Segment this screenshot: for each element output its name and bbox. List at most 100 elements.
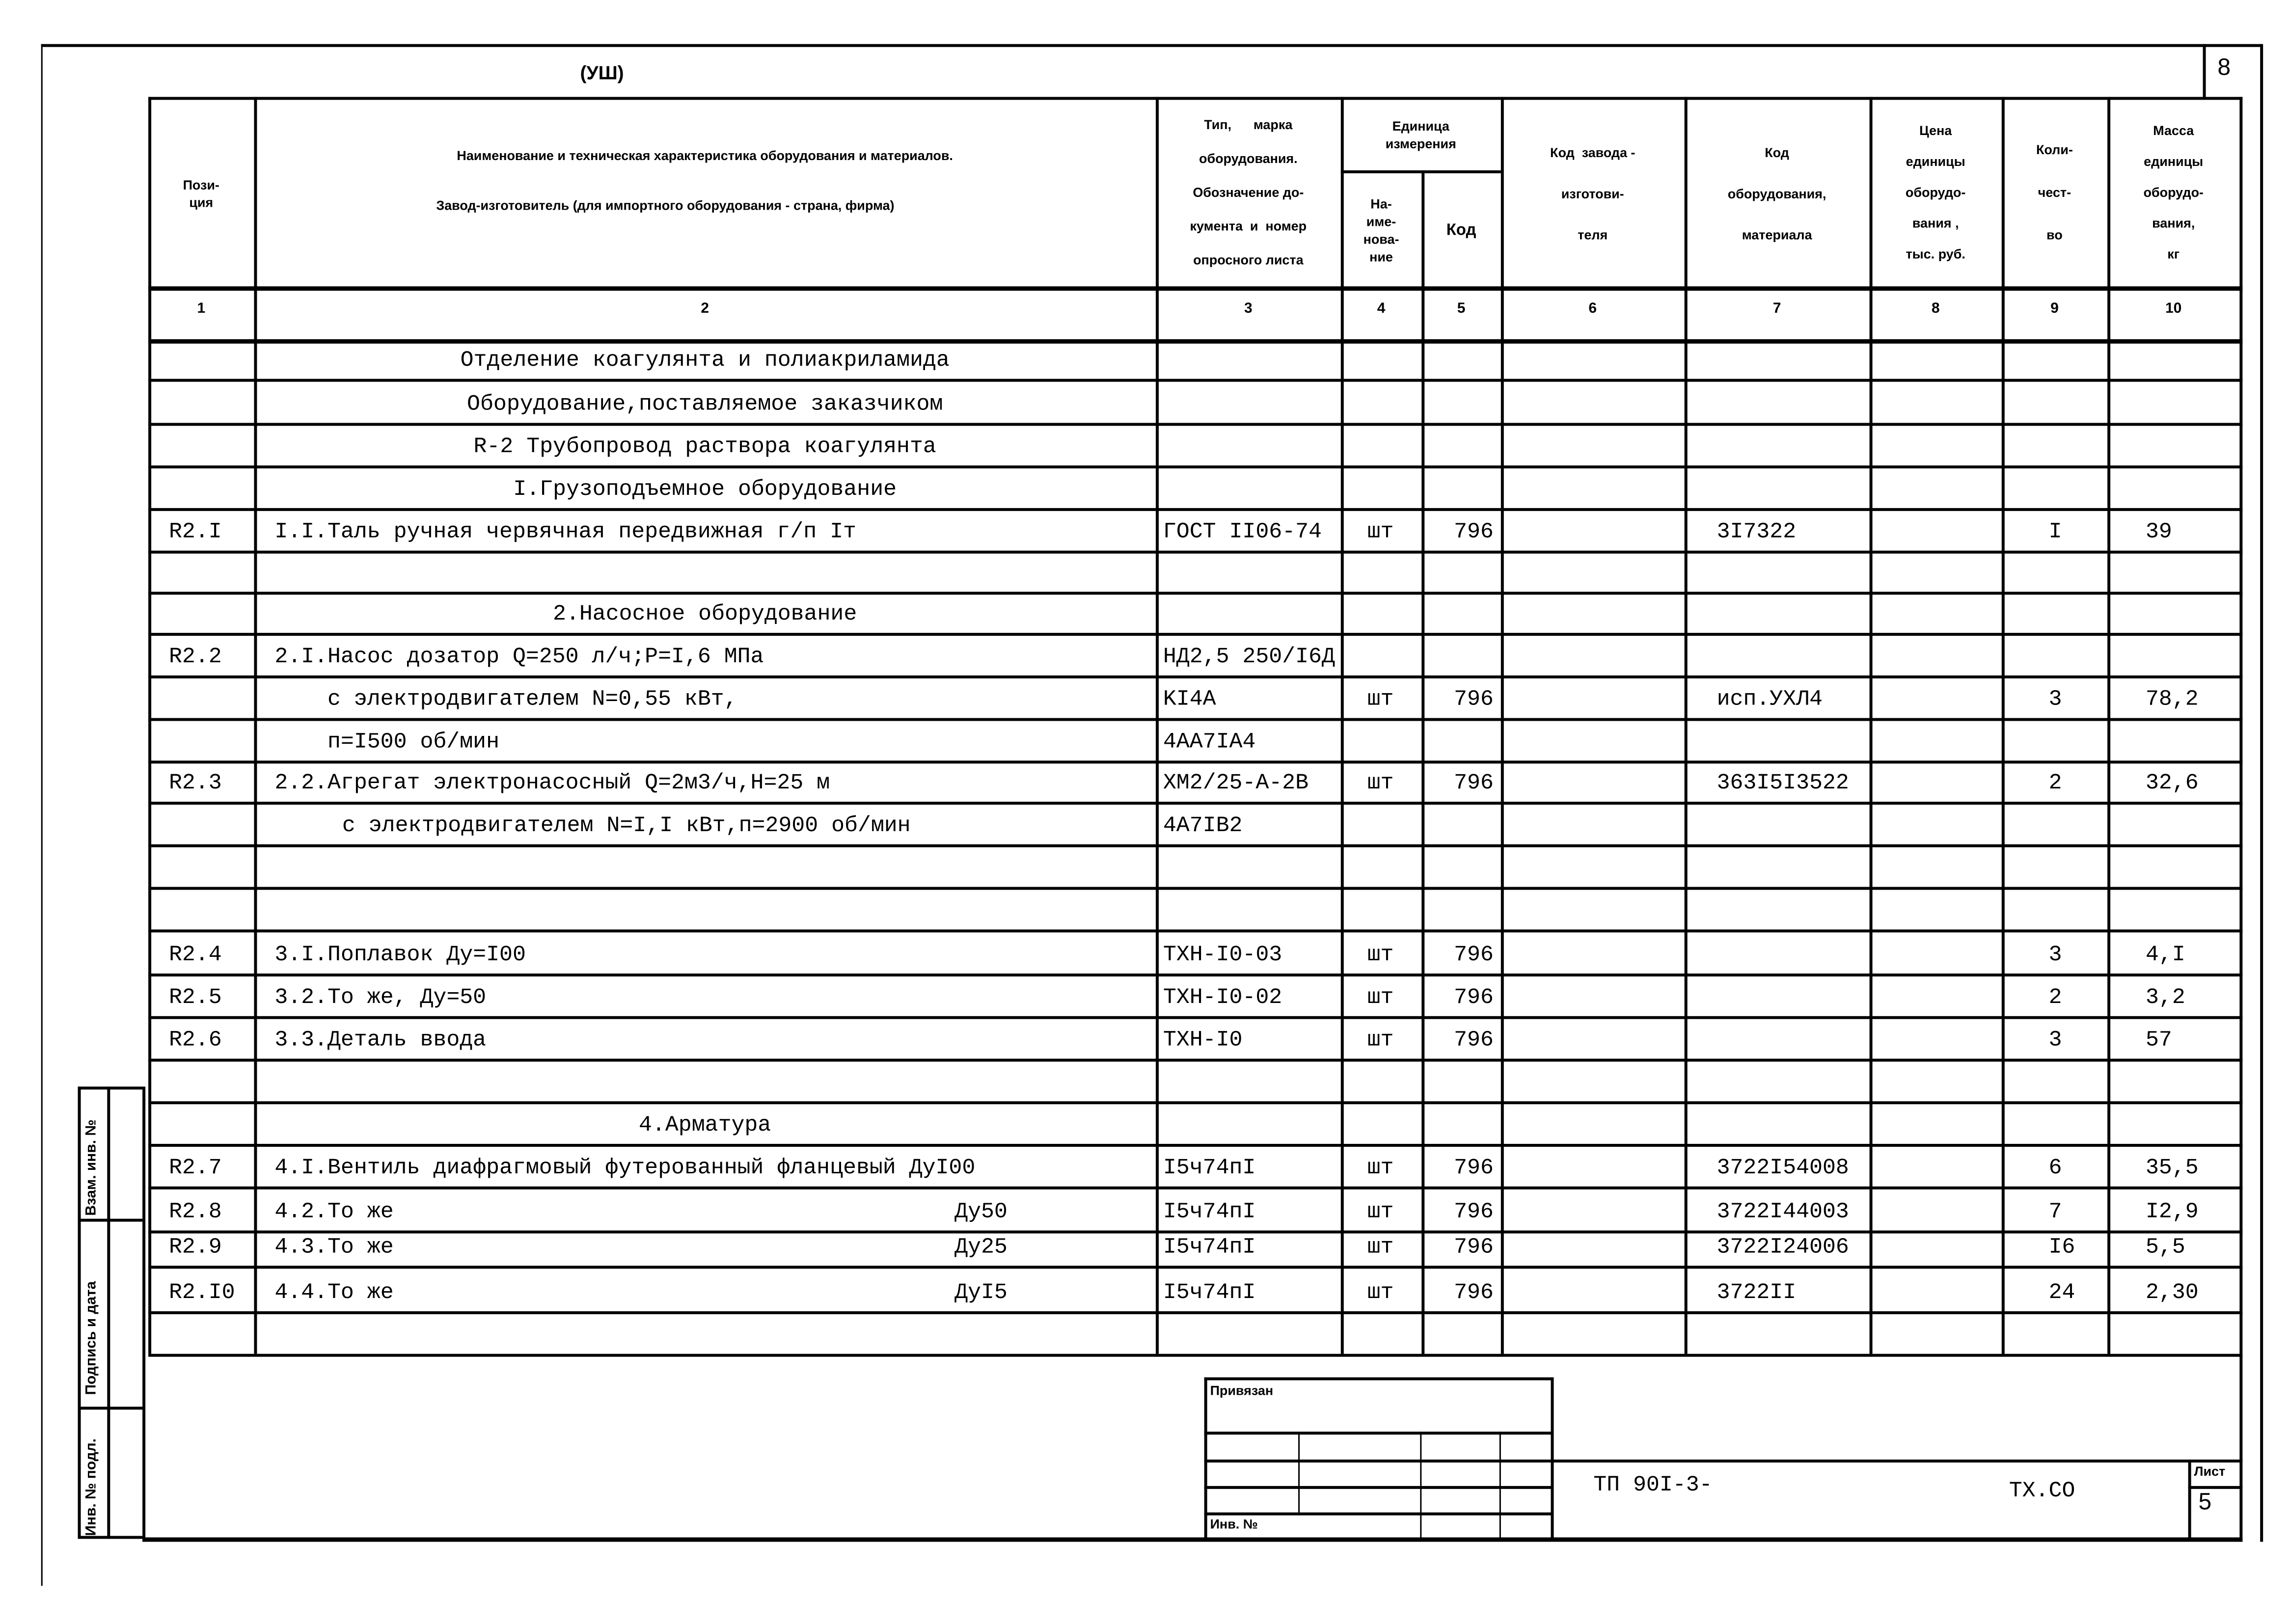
mass-cell: 2,30 <box>2145 1280 2199 1305</box>
table-row <box>0 887 2291 930</box>
name-cell: 4.3.То же <box>274 1235 394 1260</box>
header-position: Пози- ция <box>183 177 219 210</box>
mass-cell: I2,9 <box>2145 1199 2199 1225</box>
table-left-edge <box>142 1086 146 1542</box>
row-divider <box>148 1230 2243 1234</box>
table-row: Оборудование,поставляемое заказчиком <box>0 379 2291 423</box>
table-row: с электродвигателем N=I,I кВт,п=2900 об/… <box>0 802 2291 844</box>
block-line <box>1204 1432 1554 1435</box>
quantity-cell: 6 <box>2048 1155 2062 1181</box>
frame-top <box>41 44 2262 47</box>
unit-group-divider <box>1340 170 1501 173</box>
column-divider <box>1684 97 1688 1354</box>
position-cell: R2.9 <box>168 1235 222 1260</box>
mass-cell: 57 <box>2145 1028 2172 1053</box>
corner-box-line <box>2203 44 2206 97</box>
unit-code-cell: 796 <box>1454 985 1494 1010</box>
section-mark: (УШ) <box>580 61 624 84</box>
table-row: I.I.Таль ручная червячная передвижная г/… <box>0 508 2291 551</box>
frame-left <box>41 44 43 1586</box>
header-quantity: Коли- чест- во <box>2036 142 2073 243</box>
name-cell: 3.2.То же, Ду=50 <box>274 985 487 1010</box>
header-maker-code: Код завода - изготови- теля <box>1550 144 1636 242</box>
table-bottom <box>142 1537 2243 1542</box>
header-type: Тип, марка оборудования. Обозначение до-… <box>1190 117 1307 268</box>
table-row: 2.Насосное оборудование <box>0 592 2291 633</box>
row-divider <box>148 1016 2243 1019</box>
row-divider <box>148 1266 2243 1269</box>
table-row <box>0 1311 2291 1354</box>
table-row: 4.2.То же Ду50 R2.8 I5ч74пI шт 796 3722I44003 7… <box>0 1187 2291 1231</box>
quantity-cell: 3 <box>2048 687 2062 712</box>
unit-cell: шт <box>1367 1280 1394 1305</box>
side-stamp-line <box>78 1407 143 1410</box>
header-price: Цена единицы оборудо- вания , тыс. руб. <box>1905 123 1966 262</box>
column-number: 6 <box>1588 301 1597 318</box>
unit-cell: шт <box>1367 943 1394 968</box>
type-cell: 4A7IB2 <box>1163 813 1243 839</box>
header-name-line1: Наименование и техническая характеристик… <box>457 148 953 163</box>
sheet-label: Лист <box>2194 1464 2226 1479</box>
header-bottom <box>148 286 2243 291</box>
binding-block <box>1204 1377 1554 1541</box>
table-row: 2.I.Насос дозатор Q=250 л/ч;P=I,6 МПа R2.… <box>0 633 2291 676</box>
name-cell: п=I500 об/мин <box>327 730 500 755</box>
row-divider <box>148 465 2243 469</box>
table-row: 3.3.Деталь ввода R2.6 ТХН-I0 шт 796 3 57 <box>0 1016 2291 1059</box>
column-number: 5 <box>1457 301 1466 318</box>
row-divider <box>148 802 2243 805</box>
block-line <box>2188 1460 2191 1541</box>
type-cell: I5ч74пI <box>1163 1280 1256 1305</box>
block-line <box>2188 1486 2243 1489</box>
column-number: 4 <box>1377 301 1386 318</box>
equipment-code-cell: 363I5I3522 <box>1717 771 1849 796</box>
column-number: 8 <box>1931 301 1940 318</box>
document-mark: ТХ.СО <box>2009 1478 2075 1504</box>
unit-code-cell: 796 <box>1454 771 1494 796</box>
bound-label: Привязан <box>1210 1383 1274 1398</box>
column-divider <box>148 97 152 1354</box>
quantity-cell: 2 <box>2048 985 2062 1010</box>
column-number: 2 <box>701 301 709 318</box>
position-cell: R2.I <box>168 519 222 545</box>
row-divider <box>148 760 2243 764</box>
row-divider <box>148 1311 2243 1314</box>
stamp-signature-date: Подпись и дата <box>83 1281 100 1395</box>
row-divider <box>148 1101 2243 1105</box>
frame-right <box>2260 44 2264 1542</box>
position-cell: R2.7 <box>168 1155 222 1181</box>
name-cell: 4.I.Вентиль диафрагмовый футерованный фл… <box>274 1155 976 1181</box>
column-divider <box>1869 97 1873 1354</box>
block-line <box>1499 1432 1501 1539</box>
unit-code-cell: 796 <box>1454 1155 1494 1181</box>
row-divider <box>148 718 2243 721</box>
position-cell: R2.5 <box>168 985 222 1010</box>
position-cell: R2.2 <box>168 645 222 670</box>
column-divider <box>2107 97 2111 1354</box>
row-divider <box>148 1143 2243 1147</box>
row-divider <box>148 1058 2243 1062</box>
sheet-number: 5 <box>2198 1490 2212 1516</box>
unit-cell: шт <box>1367 1199 1394 1225</box>
position-cell: R2.4 <box>168 943 222 968</box>
table-row: 4.3.То же Ду25 R2.9 I5ч74пI шт 796 3722I24006 I… <box>0 1230 2291 1266</box>
type-cell: I5ч74пI <box>1163 1199 1256 1225</box>
mass-cell: 78,2 <box>2145 687 2199 712</box>
table-row: 3.I.Поплавок Ду=I00 R2.4 ТХН-I0-03 шт 796 3 4,… <box>0 929 2291 974</box>
table-row: 2.2.Агрегат электронасосный Q=2м3/ч,H=25… <box>0 760 2291 802</box>
row-divider <box>148 633 2243 636</box>
name-cell: I.I.Таль ручная червячная передвижная г/… <box>274 519 856 545</box>
type-cell: НД2,5 250/I6Д <box>1163 645 1335 670</box>
row-divider <box>148 1353 2243 1357</box>
unit-code-cell: 796 <box>1454 519 1494 545</box>
row-divider <box>148 592 2243 595</box>
name-cell: с электродвигателем N=I,I кВт,п=2900 об/… <box>342 813 911 839</box>
row-divider <box>148 508 2243 511</box>
column-divider <box>2239 97 2243 1354</box>
table-row: Отделение коагулянта и полиакриламида <box>0 341 2291 379</box>
equipment-code-cell: 3722I24006 <box>1717 1235 1849 1260</box>
table-row: 3.2.То же, Ду=50 R2.5 ТХН-I0-02 шт 796 2 3,2 <box>0 974 2291 1016</box>
mass-cell: 3,2 <box>2145 985 2185 1010</box>
row-divider <box>148 844 2243 847</box>
quantity-cell: 24 <box>2048 1280 2075 1305</box>
